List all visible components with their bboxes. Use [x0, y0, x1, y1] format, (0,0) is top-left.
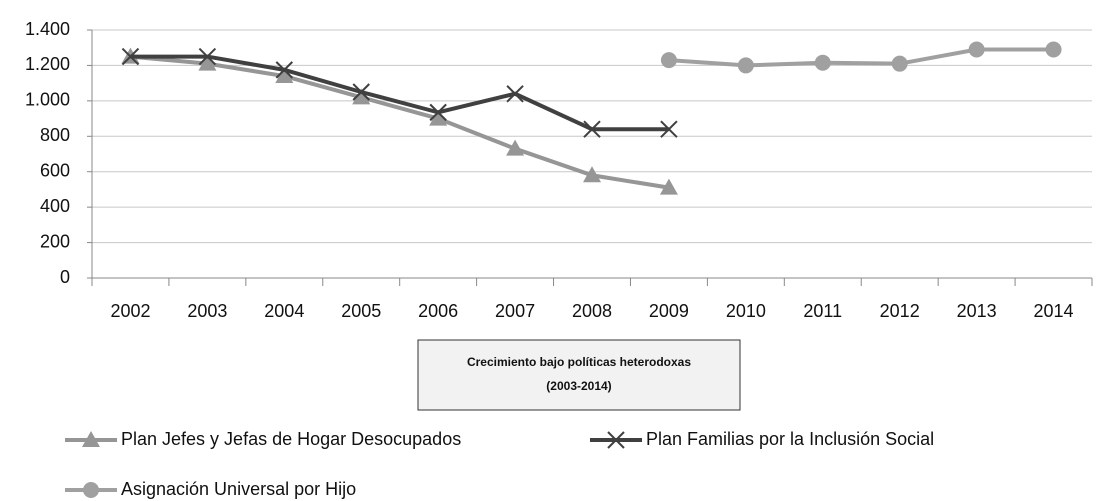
x-tick-label: 2006	[418, 301, 458, 321]
marker-triangle	[198, 54, 217, 71]
marker-circle	[660, 52, 677, 69]
y-tick-label: 200	[40, 231, 70, 251]
x-tick-label: 2005	[341, 301, 381, 321]
marker-triangle	[352, 88, 371, 105]
x-tick-label: 2010	[726, 301, 766, 321]
marker-triangle	[659, 178, 678, 195]
annotation: Crecimiento bajo políticas heterodoxas	[467, 355, 691, 369]
marker-x	[121, 47, 140, 66]
x-tick-label: 2014	[1034, 301, 1074, 321]
marker-x	[429, 103, 447, 122]
x-tick-label: 2003	[187, 301, 227, 321]
marker-circle	[891, 55, 908, 72]
marker-x	[275, 61, 294, 79]
marker-triangle	[506, 139, 525, 156]
marker-x	[583, 120, 601, 138]
marker-circle	[1045, 41, 1062, 58]
marker-triangle	[275, 67, 294, 84]
marker-circle	[968, 41, 985, 58]
x-tick-label: 2009	[649, 301, 689, 321]
y-tick-label: 600	[40, 160, 70, 180]
marker-triangle	[429, 109, 448, 126]
marker-x	[660, 120, 678, 138]
series-line	[130, 54, 670, 190]
marker-circle	[83, 482, 99, 498]
series-line	[130, 54, 669, 132]
series-line	[668, 47, 1054, 68]
x-tick-label: 2012	[880, 301, 920, 321]
marker-triangle	[583, 166, 601, 183]
marker-x	[506, 85, 524, 103]
y-tick-label: 1.200	[25, 54, 70, 74]
y-tick-label: 400	[40, 196, 70, 216]
marker-x	[607, 431, 625, 449]
y-tick-label: 800	[40, 125, 70, 145]
marker-circle	[737, 57, 754, 74]
x-tick-label: 2011	[803, 301, 842, 321]
y-tick-label: 1.400	[25, 19, 70, 39]
legend-label: Plan Jefes y Jefas de Hogar Desocupados	[121, 429, 461, 449]
marker-x	[352, 83, 370, 101]
x-tick-label: 2008	[572, 301, 612, 321]
y-tick-label: 1.000	[25, 90, 70, 110]
marker-x	[198, 47, 217, 66]
x-tick-label: 2004	[264, 301, 304, 321]
y-tick-label: 0	[60, 267, 70, 287]
x-tick-label: 2002	[110, 301, 150, 321]
legend-label: Plan Familias por la Inclusión Social	[646, 429, 934, 449]
marker-triangle	[82, 431, 100, 447]
x-tick-label: 2007	[495, 301, 535, 321]
annotation-box	[417, 339, 741, 411]
x-tick-label: 2013	[957, 301, 997, 321]
marker-circle	[814, 54, 831, 71]
annotation: (2003-2014)	[546, 379, 611, 393]
legend-label: Asignación Universal por Hijo	[121, 479, 356, 499]
